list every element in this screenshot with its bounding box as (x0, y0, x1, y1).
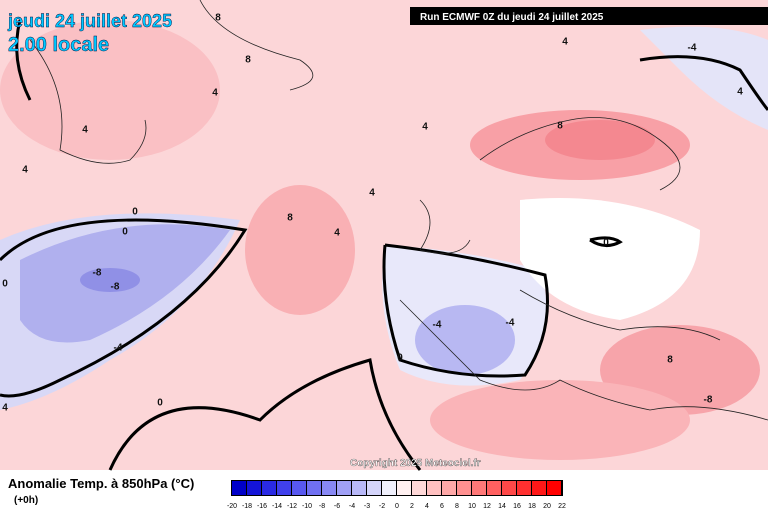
legend-swatch (427, 481, 441, 495)
warm-area (430, 380, 690, 460)
contour-label: 0 (122, 227, 128, 238)
legend-label: -2 (379, 503, 385, 510)
legend-label: 12 (483, 503, 491, 510)
warm-area (545, 120, 655, 160)
contour-label: 0 (397, 353, 403, 364)
legend-swatch (472, 481, 486, 495)
legend-label: 16 (513, 503, 521, 510)
legend-label: -18 (242, 503, 252, 510)
run-banner (410, 7, 768, 25)
legend-swatch (337, 481, 351, 495)
map-date: jeudi 24 juillet 2025 (7, 11, 172, 31)
legend-label: -16 (257, 503, 267, 510)
legend-swatch (277, 481, 291, 495)
contour-label: 4 (22, 165, 28, 176)
legend-swatch (322, 481, 336, 495)
legend-label: 0 (395, 503, 399, 510)
contour-label: -8 (93, 268, 102, 279)
legend-label: 6 (440, 503, 444, 510)
coastlines (29, 0, 768, 421)
contour-label: 4 (212, 88, 218, 99)
legend-swatch (442, 481, 456, 495)
anomaly-zero-contour (0, 19, 768, 471)
map-time: 2.00 locale (8, 34, 109, 56)
legend-swatch (262, 481, 276, 495)
legend-swatch (457, 481, 471, 495)
legend-label: 4 (425, 503, 429, 510)
contour-label: 4 (562, 37, 568, 48)
forecast-step: (+0h) (14, 495, 38, 506)
legend-label: -6 (334, 503, 340, 510)
legend-swatch (232, 481, 246, 495)
legend-swatch (247, 481, 261, 495)
legend-swatch (397, 481, 411, 495)
contour-label: 0 (132, 207, 138, 218)
legend-swatch (532, 481, 546, 495)
legend-swatch (307, 481, 321, 495)
legend-title: Anomalie Temp. à 850hPa (°C) (8, 476, 194, 491)
legend-swatch (517, 481, 531, 495)
legend-swatch (382, 481, 396, 495)
legend-label: -10 (302, 503, 312, 510)
contour-label: 8 (287, 213, 293, 224)
contour-label: -8 (111, 282, 120, 293)
legend-swatch (487, 481, 501, 495)
legend-label: 14 (498, 503, 506, 510)
contour-label: -4 (114, 343, 123, 354)
contour-label: 8 (667, 355, 673, 366)
contour-label: 4 (2, 403, 8, 414)
legend-label: 18 (528, 503, 536, 510)
contour-label: -4 (433, 320, 442, 331)
contour-label: 4 (737, 87, 743, 98)
contour-label: 0 (603, 238, 609, 249)
legend-label: 20 (543, 503, 551, 510)
contour-label: 4 (422, 122, 428, 133)
contour-label: 0 (2, 279, 8, 290)
legend-label: 8 (455, 503, 459, 510)
legend-label: -3 (364, 503, 370, 510)
legend-label: -12 (287, 503, 297, 510)
legend-swatch (292, 481, 306, 495)
copyright: Copyright 2025 Meteociel.fr (350, 458, 481, 469)
legend-swatch (352, 481, 366, 495)
contour-label: 8 (245, 55, 251, 66)
warm-area (245, 185, 355, 315)
legend-label: -14 (272, 503, 282, 510)
legend-swatch (412, 481, 426, 495)
warm-area (0, 20, 220, 160)
legend-swatch (367, 481, 381, 495)
legend-swatch (547, 481, 561, 495)
legend-swatch (502, 481, 516, 495)
contour-label: -4 (506, 318, 515, 329)
legend-label: 22 (558, 503, 566, 510)
contour-label: 4 (334, 228, 340, 239)
cold-area (415, 305, 515, 375)
contour-label: 8 (557, 121, 563, 132)
legend-label: -20 (227, 503, 237, 510)
contour-label: -4 (688, 43, 697, 54)
legend-label: 2 (410, 503, 414, 510)
legend: Anomalie Temp. à 850hPa (°C) (+0h) -20 -1… (8, 476, 566, 510)
contour-label: -8 (704, 395, 713, 406)
legend-label: -4 (349, 503, 355, 510)
neutral-area (520, 198, 700, 320)
contour-label: 4 (369, 188, 375, 199)
run-info: Run ECMWF 0Z du jeudi 24 juillet 2025 (420, 12, 604, 23)
contour-label: 0 (157, 398, 163, 409)
contour-label: 4 (82, 125, 88, 136)
legend-label: -8 (319, 503, 325, 510)
cold-area (80, 268, 140, 292)
cold-area (640, 26, 768, 131)
legend-label: 10 (468, 503, 476, 510)
contour-label: 8 (215, 13, 221, 24)
